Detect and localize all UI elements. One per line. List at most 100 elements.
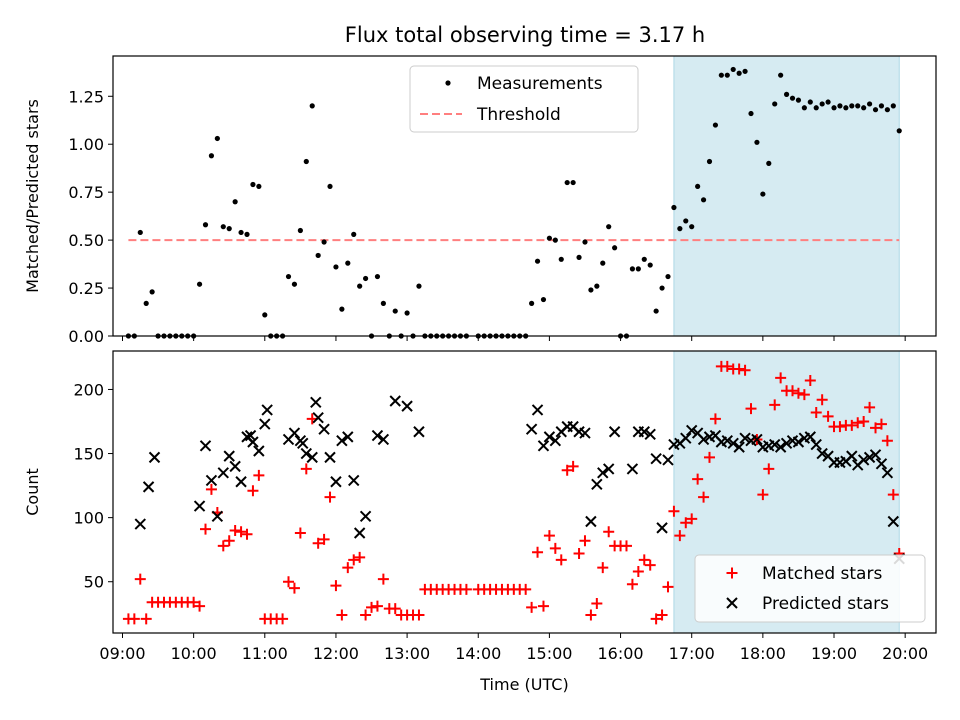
matched-star-point [460,583,472,595]
predicted-star-point [531,404,544,416]
measurement-point [837,103,843,109]
measurement-point [351,231,357,237]
predicted-star-point [359,510,372,523]
measurement-point [250,181,256,188]
measurement-point [220,224,226,230]
measurement-point [801,105,807,111]
matched-star-point [721,360,733,372]
predicted-star-point [887,515,900,528]
measurement-point [766,160,772,166]
ratio-y-tick-label: 0.50 [68,231,104,250]
predicted-star-point [537,440,550,452]
measurement-point [339,306,345,312]
matched-star-point [526,601,538,613]
predicted-star-point [148,451,161,464]
predicted-star-point [211,510,224,523]
measurement-point [416,283,422,289]
measurement-point [700,197,707,203]
predicted-star-point [857,454,870,466]
matched-star-point [787,385,799,397]
counts-x-axis-label: Time (UTC) [479,675,568,694]
measurement-point [196,281,203,287]
predicted-star-point [330,476,342,488]
legend-matched-marker [726,567,738,579]
counts-x-tick-label: 18:00 [740,644,786,663]
matched-star-point [864,401,876,413]
measurement-point [392,308,398,314]
counts-y-tick-label: 200 [73,380,104,399]
predicted-star-point [342,431,354,443]
matched-star-point [644,559,656,571]
measurement-point [849,103,855,109]
ratio-panel: 0.00 0.25 0.50 0.75 1.00 1.25 Matched/Predicte… [23,55,937,346]
predicted-star-point [846,450,858,462]
predicted-star-point [680,432,692,444]
measurement-point [742,68,748,74]
matched-star-point [555,554,567,566]
matched-star-point [217,540,229,552]
predicted-star-point [525,423,538,435]
predicted-star-point [223,450,235,462]
counts-y-tick-label: 100 [73,509,104,528]
measurement-point [748,110,754,117]
matched-star-point [858,416,870,427]
counts-x-tick-label: 12:00 [313,644,359,663]
measurement-point [582,239,588,245]
matched-star-point [140,613,152,625]
measurement-point [202,222,209,228]
predicted-star-point [142,481,155,493]
measurement-point [825,99,831,105]
counts-x-tick-label: 14:00 [455,644,501,663]
predicted-star-point [199,440,212,452]
measurement-point [315,252,321,259]
measurement-point [357,283,363,289]
predicted-star-point [875,458,888,470]
measurement-point [813,105,819,111]
legend-measurement-marker [445,80,451,86]
measurement-point [149,289,155,295]
legend-measurement-label: Measurements [477,74,603,94]
matched-star-point [585,609,597,621]
measurement-point [890,103,896,109]
matched-star-point [573,548,585,560]
matched-star-point [579,535,591,547]
measurement-point [244,231,250,237]
figure-title: Flux total observing time = 3.17 h [345,23,705,47]
matched-star-point [650,613,662,625]
matched-star-point [703,451,715,463]
measurement-point [570,179,576,186]
predicted-star-point [134,518,146,530]
legend-threshold-label: Threshold [476,105,561,125]
measurement-point [789,95,796,101]
matched-star-point [537,600,549,612]
ratio-highlight-span [673,55,900,337]
measurement-point [795,97,802,103]
counts-x-tick-label: 10:00 [171,644,217,663]
measurement-point [872,107,879,113]
predicted-star-point [810,438,822,451]
measurement-point [884,107,890,113]
measurement-point [558,256,564,262]
counts-x-tick-label: 11:00 [242,644,288,663]
counts-x-tick-label: 20:00 [882,644,928,663]
counts-x-tick-label: 13:00 [384,644,430,663]
predicted-star-point [312,411,324,424]
matched-star-point [223,535,235,547]
predicted-star-point [638,426,650,438]
ratio-legend: Measurements Threshold [409,65,639,133]
predicted-star-point [259,418,271,430]
matched-star-point [769,399,781,411]
predicted-star-point [602,463,615,475]
matched-star-point [288,582,300,594]
predicted-star-point [247,436,259,448]
predicted-star-point [549,435,562,447]
counts-x-tick-label: 19:00 [811,644,857,663]
matched-star-point [887,489,899,501]
matched-star-point [638,554,650,566]
predicted-star-point [697,433,710,446]
matched-star-point [846,419,858,431]
ratio-y-axis-label: Matched/Predicted stars [23,99,42,293]
measurement-point [706,158,713,165]
predicted-star-point [721,435,733,447]
matched-star-point [792,387,804,399]
